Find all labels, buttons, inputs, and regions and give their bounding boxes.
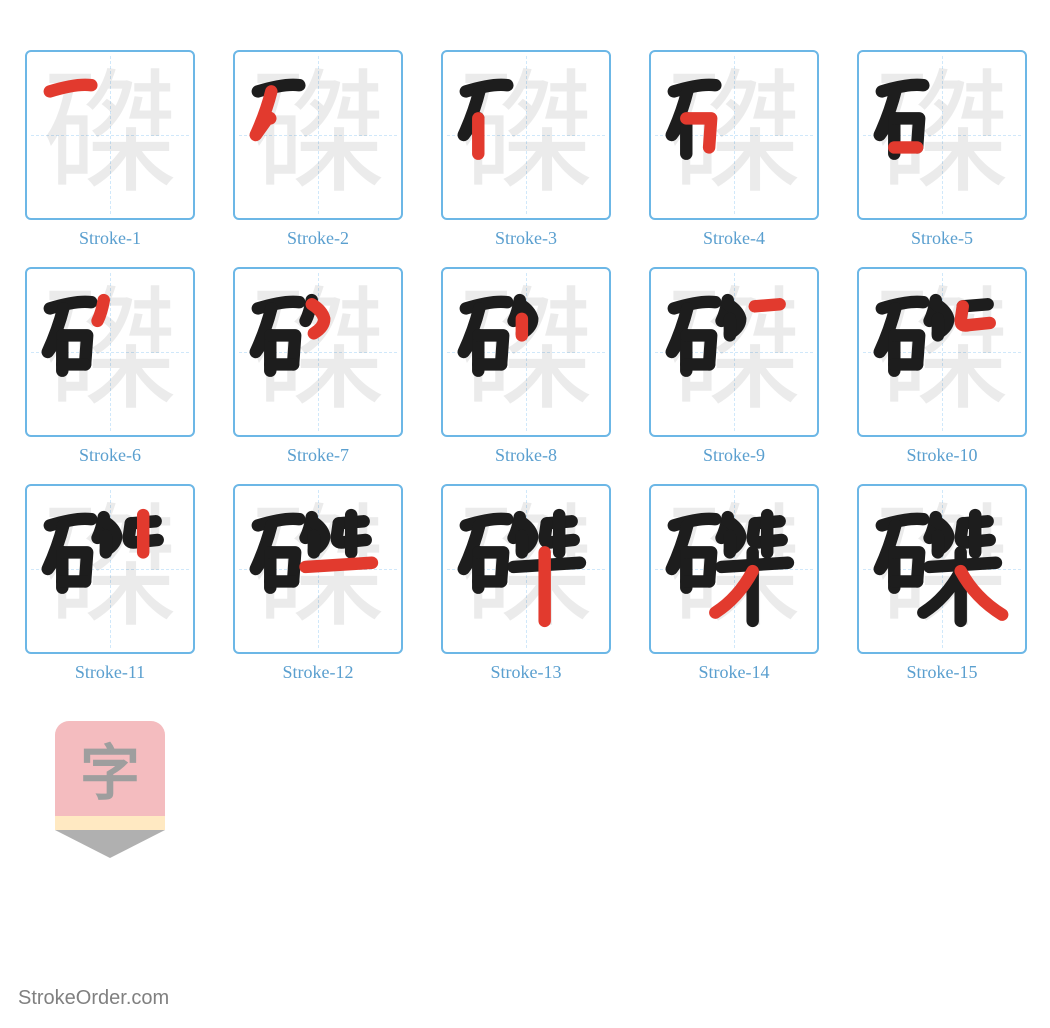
stroke-label: Stroke-13: [491, 662, 562, 683]
stroke-box: 磔: [857, 267, 1027, 437]
stroke-label: Stroke-14: [699, 662, 770, 683]
stroke-label: Stroke-6: [79, 445, 141, 466]
stroke-label: Stroke-1: [79, 228, 141, 249]
stroke-cell: 磔 Stroke-9: [639, 267, 829, 466]
stroke-cell: 磔 Stroke-7: [223, 267, 413, 466]
stroke-label: Stroke-15: [907, 662, 978, 683]
stroke-box: 磔: [857, 484, 1027, 654]
stroke-cell: 磔 Stroke-8: [431, 267, 621, 466]
stroke-cell: 磔 Stroke-5: [847, 50, 1037, 249]
stroke-cell: 磔 Stroke-10: [847, 267, 1037, 466]
stroke-box: 磔: [233, 484, 403, 654]
logo-character: 字: [55, 721, 165, 816]
stroke-box: 磔: [233, 267, 403, 437]
stroke-box: 磔: [441, 267, 611, 437]
site-logo: 字: [55, 721, 165, 851]
stroke-cell: 磔 Stroke-15: [847, 484, 1037, 683]
stroke-glyph: [651, 486, 817, 652]
stroke-cell: 磔 Stroke-2: [223, 50, 413, 249]
stroke-cell: 磔 Stroke-12: [223, 484, 413, 683]
logo-cell: 字: [15, 701, 205, 871]
stroke-label: Stroke-12: [283, 662, 354, 683]
stroke-glyph: [859, 486, 1025, 652]
stroke-box: 磔: [649, 50, 819, 220]
stroke-glyph: [859, 269, 1025, 435]
stroke-glyph: [443, 486, 609, 652]
stroke-box: 磔: [649, 484, 819, 654]
stroke-cell: 磔 Stroke-3: [431, 50, 621, 249]
stroke-glyph: [443, 52, 609, 218]
stroke-label: Stroke-3: [495, 228, 557, 249]
stroke-glyph: [27, 486, 193, 652]
stroke-box: 磔: [441, 484, 611, 654]
logo-tip: [55, 830, 165, 858]
stroke-cell: 磔 Stroke-1: [15, 50, 205, 249]
stroke-box: 磔: [25, 267, 195, 437]
stroke-box: 磔: [25, 484, 195, 654]
stroke-cell: 磔 Stroke-4: [639, 50, 829, 249]
stroke-label: Stroke-9: [703, 445, 765, 466]
stroke-glyph: [235, 269, 401, 435]
stroke-cell: 磔 Stroke-14: [639, 484, 829, 683]
stroke-label: Stroke-2: [287, 228, 349, 249]
stroke-label: Stroke-8: [495, 445, 557, 466]
stroke-grid: 磔 Stroke-1 磔 Stroke-2 磔 Stroke-3 磔 Stroke-4 磔 Str…: [15, 50, 1035, 871]
stroke-label: Stroke-7: [287, 445, 349, 466]
stroke-label: Stroke-10: [907, 445, 978, 466]
logo-band: [55, 816, 165, 830]
stroke-glyph: [651, 52, 817, 218]
stroke-glyph: [651, 269, 817, 435]
stroke-cell: 磔 Stroke-11: [15, 484, 205, 683]
stroke-box: 磔: [233, 50, 403, 220]
stroke-label: Stroke-11: [75, 662, 145, 683]
stroke-box: 磔: [857, 50, 1027, 220]
stroke-box: 磔: [25, 50, 195, 220]
stroke-glyph: [235, 52, 401, 218]
stroke-label: Stroke-5: [911, 228, 973, 249]
stroke-cell: 磔 Stroke-6: [15, 267, 205, 466]
stroke-glyph: [859, 52, 1025, 218]
stroke-cell: 磔 Stroke-13: [431, 484, 621, 683]
stroke-box: 磔: [441, 50, 611, 220]
stroke-glyph: [27, 269, 193, 435]
stroke-label: Stroke-4: [703, 228, 765, 249]
watermark-text: StrokeOrder.com: [18, 987, 169, 1010]
stroke-box: 磔: [649, 267, 819, 437]
stroke-glyph: [235, 486, 401, 652]
stroke-glyph: [443, 269, 609, 435]
stroke-glyph: [27, 52, 193, 218]
